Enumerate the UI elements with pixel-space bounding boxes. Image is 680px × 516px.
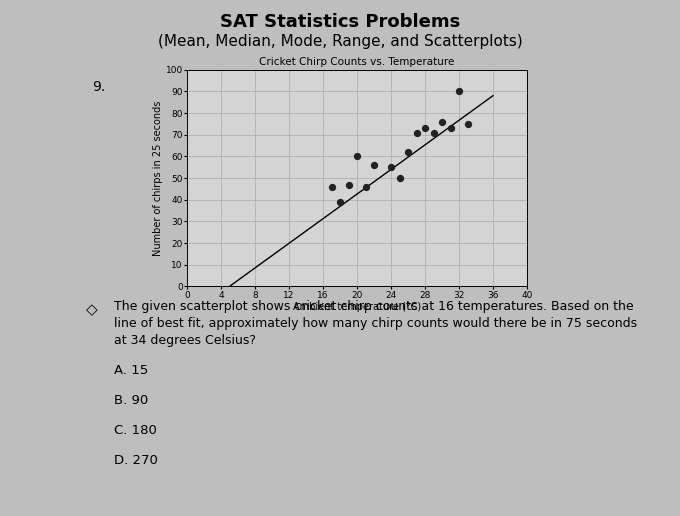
Point bbox=[335, 198, 345, 206]
Point bbox=[352, 152, 362, 160]
Point bbox=[403, 148, 413, 156]
Text: (Mean, Median, Mode, Range, and Scatterplots): (Mean, Median, Mode, Range, and Scatterp… bbox=[158, 34, 522, 49]
Point bbox=[343, 181, 354, 189]
Text: 9.: 9. bbox=[92, 80, 105, 94]
Text: The given scatterplot shows cricket chirp counts at 16 temperatures. Based on th: The given scatterplot shows cricket chir… bbox=[114, 300, 634, 313]
Point bbox=[369, 161, 379, 169]
Text: C. 180: C. 180 bbox=[114, 424, 157, 437]
Text: at 34 degrees Celsius?: at 34 degrees Celsius? bbox=[114, 334, 256, 347]
Point bbox=[454, 87, 464, 95]
Y-axis label: Number of chirps in 25 seconds: Number of chirps in 25 seconds bbox=[153, 100, 163, 256]
Point bbox=[386, 163, 396, 171]
Text: SAT Statistics Problems: SAT Statistics Problems bbox=[220, 13, 460, 31]
Point bbox=[326, 183, 337, 191]
X-axis label: Ambient temperature (°C): Ambient temperature (°C) bbox=[293, 302, 421, 312]
Text: line of best fit, approximately how many chirp counts would there be in 75 secon: line of best fit, approximately how many… bbox=[114, 317, 637, 330]
Title: Cricket Chirp Counts vs. Temperature: Cricket Chirp Counts vs. Temperature bbox=[259, 57, 455, 68]
Text: A. 15: A. 15 bbox=[114, 364, 148, 377]
Point bbox=[428, 128, 439, 137]
Text: ◇: ◇ bbox=[86, 302, 98, 317]
Point bbox=[445, 124, 456, 132]
Text: D. 270: D. 270 bbox=[114, 454, 158, 466]
Point bbox=[394, 174, 405, 182]
Point bbox=[437, 118, 447, 126]
Point bbox=[360, 183, 371, 191]
Point bbox=[462, 120, 473, 128]
Point bbox=[411, 128, 422, 137]
Point bbox=[420, 124, 430, 132]
Text: B. 90: B. 90 bbox=[114, 394, 148, 407]
